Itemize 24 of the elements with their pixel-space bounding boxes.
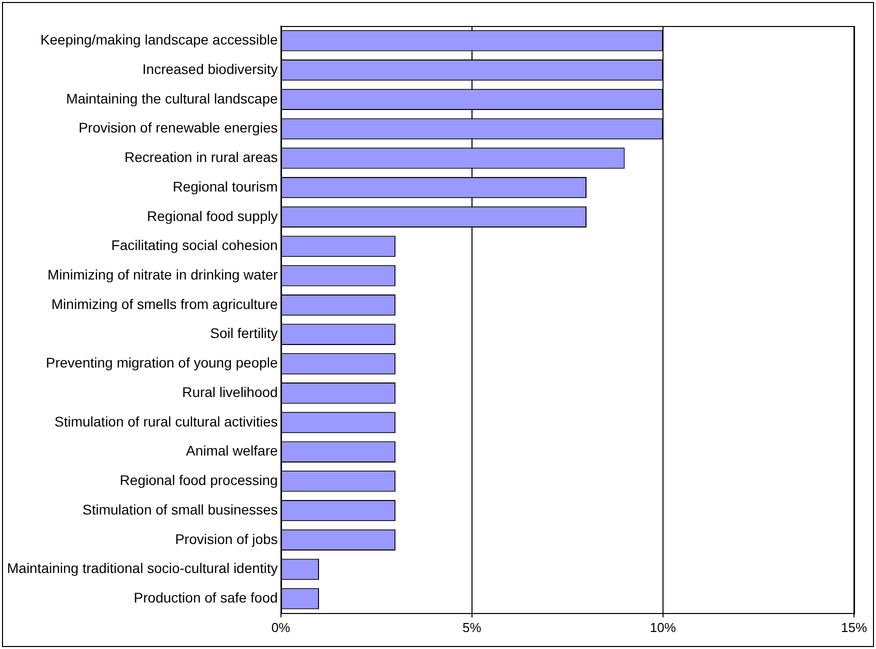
y-tick-label: Increased biodiversity [142,60,278,77]
y-tick-label: Regional tourism [172,178,278,194]
y-tick-label: Minimizing of smells from agriculture [51,296,278,312]
x-tick-label: 0% [271,620,291,635]
x-tick-label: 5% [462,620,482,635]
y-tick-label: Production of safe food [134,590,278,606]
y-tick-label: Soil fertility [210,325,278,342]
y-tick-label: Keeping/making landscape accessible [40,32,278,48]
y-tick-label: Regional food supply [147,208,278,224]
y-tick-label: Stimulation of small businesses [82,501,278,518]
y-tick-label: Minimizing of nitrate in drinking water [47,266,278,283]
y-tick-label: Stimulation of rural cultural activities [54,413,278,430]
y-tick-label: Preventing migration of young people [46,354,278,371]
x-tick-label: 15% [840,620,868,635]
y-tick-label: Recreation in rural areas [124,149,278,166]
y-tick-label: Facilitating social cohesion [111,237,278,254]
x-tick-label: 10% [650,620,676,635]
y-tick-label: Maintaining traditional socio-cultural identity [6,560,278,576]
y-tick-label: Animal welfare [186,442,278,459]
y-tick-label: Maintaining the cultural landscape [66,90,278,106]
y-tick-label: Provision of renewable energies [78,120,278,136]
y-tick-label: Regional food processing [120,472,278,488]
y-tick-label: Provision of jobs [175,530,278,547]
y-tick-label: Rural livelihood [182,384,278,400]
